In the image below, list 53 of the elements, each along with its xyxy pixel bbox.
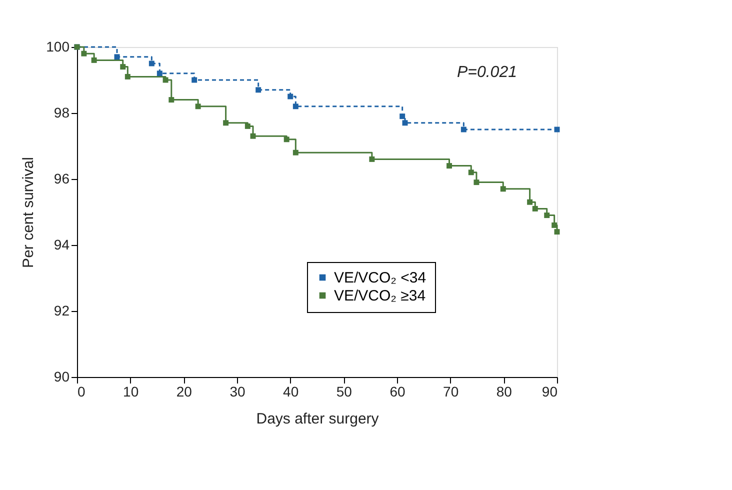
x-tick-label: 20 bbox=[176, 384, 192, 400]
point bbox=[474, 180, 480, 186]
point bbox=[256, 87, 262, 93]
point bbox=[284, 136, 290, 142]
point bbox=[156, 70, 162, 76]
legend-label: VE/VCO₂ <34 bbox=[334, 270, 426, 286]
y-tick-label: 94 bbox=[54, 236, 70, 252]
x-tick-label: 70 bbox=[443, 384, 459, 400]
point bbox=[292, 150, 298, 156]
point bbox=[402, 120, 408, 126]
x-tick-label: 30 bbox=[230, 384, 246, 400]
x-tick-label: 80 bbox=[496, 384, 512, 400]
point bbox=[288, 94, 294, 100]
point bbox=[292, 104, 298, 110]
point bbox=[81, 50, 87, 56]
y-tick-label: 98 bbox=[54, 104, 70, 120]
point bbox=[446, 163, 452, 169]
y-tick-label: 96 bbox=[54, 170, 70, 186]
point bbox=[223, 120, 229, 126]
point bbox=[460, 126, 466, 132]
y-tick-label: 92 bbox=[54, 302, 70, 318]
x-axis-title: Days after surgery bbox=[256, 410, 380, 428]
point bbox=[148, 60, 154, 66]
annotation: P=0.021 bbox=[456, 64, 517, 81]
point bbox=[120, 64, 126, 70]
point bbox=[114, 54, 120, 60]
point bbox=[544, 212, 550, 218]
point bbox=[500, 186, 506, 192]
y-tick-label: 90 bbox=[54, 368, 70, 384]
x-tick-label: 10 bbox=[123, 384, 139, 400]
legend-label: VE/VCO₂ ≥34 bbox=[334, 288, 426, 304]
x-tick-label: 90 bbox=[542, 384, 558, 400]
x-tick-label: 60 bbox=[390, 384, 406, 400]
point bbox=[250, 133, 256, 139]
x-tick-label: 0 bbox=[78, 384, 86, 400]
point bbox=[192, 77, 198, 83]
point bbox=[532, 206, 538, 212]
point bbox=[168, 97, 174, 103]
y-axis-title: Per cent survival bbox=[20, 157, 38, 268]
point bbox=[552, 222, 558, 228]
x-tick-label: 40 bbox=[283, 384, 299, 400]
point bbox=[527, 199, 533, 205]
point bbox=[124, 74, 130, 80]
point bbox=[244, 123, 250, 129]
point bbox=[400, 114, 406, 120]
point bbox=[554, 229, 560, 235]
point bbox=[91, 57, 97, 63]
point bbox=[369, 156, 375, 162]
point bbox=[468, 170, 474, 176]
point bbox=[162, 77, 168, 83]
y-tick-label: 100 bbox=[46, 38, 70, 54]
point bbox=[195, 104, 201, 110]
x-tick-label: 50 bbox=[336, 384, 352, 400]
